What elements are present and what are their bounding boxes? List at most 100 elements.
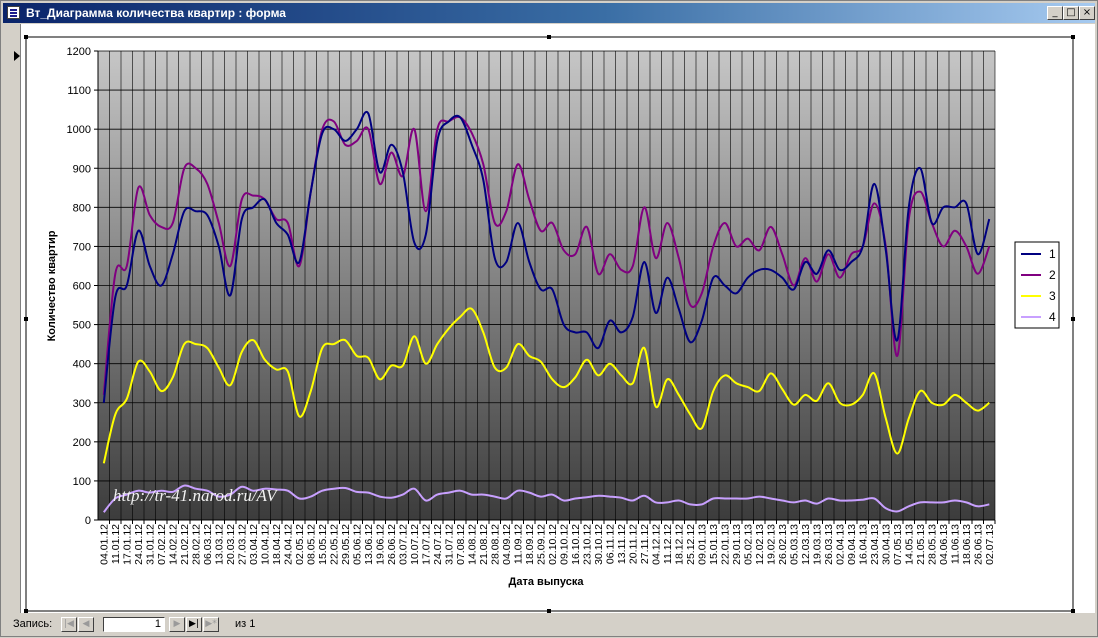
gridlines xyxy=(97,50,996,521)
y-tick-label: 800 xyxy=(73,202,91,214)
x-axis-label: Дата выпуска xyxy=(509,576,585,588)
selection-handle[interactable] xyxy=(24,35,28,39)
of-label: из xyxy=(235,618,247,630)
selection-handle[interactable] xyxy=(547,609,551,613)
title-bar[interactable]: Вт_Диаграмма количества квартир : форма … xyxy=(3,3,1095,23)
x-tick-label: 22.01.13 xyxy=(719,524,731,565)
x-tick-label: 11.01.12 xyxy=(110,524,122,564)
x-tick-label: 12.03.13 xyxy=(800,524,812,565)
y-tick-label: 400 xyxy=(73,359,91,371)
record-total-label: из 1 xyxy=(235,618,255,630)
series-line-3 xyxy=(102,307,990,464)
selection-handle[interactable] xyxy=(24,317,28,321)
x-tick-label: 14.02.12 xyxy=(167,524,179,565)
y-tick-label: 700 xyxy=(73,241,91,253)
x-tick-label: 02.05.12 xyxy=(294,524,306,565)
x-tick-label: 06.03.12 xyxy=(202,524,214,565)
y-tick-label: 100 xyxy=(73,476,91,488)
x-tick-label: 26.06.12 xyxy=(386,524,398,565)
y-tick-label: 500 xyxy=(73,320,91,332)
x-tick-label: 19.02.13 xyxy=(765,524,777,565)
x-tick-label: 19.03.13 xyxy=(811,524,823,565)
x-tick-label: 12.02.13 xyxy=(754,524,766,565)
x-tick-label: 13.06.12 xyxy=(363,524,375,565)
close-button[interactable]: × xyxy=(1079,6,1095,20)
series-line-2 xyxy=(102,115,991,395)
x-tick-label: 29.05.12 xyxy=(340,524,352,565)
x-tick-label: 16.10.12 xyxy=(570,524,582,565)
x-tick-label: 07.08.12 xyxy=(455,524,467,565)
y-tick-label: 600 xyxy=(73,281,91,293)
x-tick-label: 18.12.12 xyxy=(673,524,685,565)
x-tick-label: 17.07.12 xyxy=(420,524,432,565)
x-tick-label: 13.03.12 xyxy=(213,524,225,565)
x-tick-label: 19.06.12 xyxy=(374,524,386,565)
legend-label-4: 4 xyxy=(1049,310,1056,324)
current-record-arrow-icon xyxy=(14,51,20,61)
x-tick-label: 09.10.12 xyxy=(558,524,570,565)
x-tick-label: 04.09.12 xyxy=(501,524,513,565)
legend-box xyxy=(1014,241,1060,329)
y-tick-label: 1200 xyxy=(67,46,91,58)
first-record-button[interactable]: |◀ xyxy=(61,617,77,632)
x-tick-label: 11.12.12 xyxy=(662,524,674,564)
x-tick-label: 27.03.12 xyxy=(236,524,248,565)
x-tick-label: 05.03.13 xyxy=(788,524,800,565)
next-record-button[interactable]: ▶ xyxy=(169,617,185,632)
record-total: 1 xyxy=(249,618,256,630)
x-tick-label: 25.09.12 xyxy=(535,524,547,565)
x-tick-label: 24.07.12 xyxy=(432,524,444,565)
x-tick-label: 21.05.13 xyxy=(915,524,927,565)
legend-label-2: 2 xyxy=(1049,268,1056,282)
x-tick-label: 05.02.13 xyxy=(742,524,754,565)
x-tick-label: 27.11.12 xyxy=(639,524,651,564)
x-tick-label: 30.04.13 xyxy=(880,524,892,565)
y-tick-label: 300 xyxy=(73,398,91,410)
selection-handle[interactable] xyxy=(1071,35,1075,39)
record-number-input[interactable]: 1 xyxy=(103,617,165,632)
window-title: Вт_Диаграмма количества квартир : форма xyxy=(26,6,286,20)
x-tick-label: 06.11.12 xyxy=(604,524,616,564)
x-tick-label: 21.02.12 xyxy=(179,524,191,565)
x-tick-label: 31.01.12 xyxy=(144,524,156,565)
x-tick-label: 08.05.12 xyxy=(305,524,317,565)
selection-handle[interactable] xyxy=(547,35,551,39)
x-tick-label: 18.06.13 xyxy=(961,524,973,565)
selection-handle[interactable] xyxy=(1071,317,1075,321)
y-tick-label: 900 xyxy=(73,163,91,175)
x-tick-label: 02.04.13 xyxy=(834,524,846,565)
x-tick-label: 26.06.13 xyxy=(972,524,984,565)
x-tick-label: 15.01.13 xyxy=(708,524,720,565)
new-record-button[interactable]: ▶* xyxy=(203,617,219,632)
maximize-button[interactable]: □ xyxy=(1063,6,1079,20)
minimize-button[interactable]: _ xyxy=(1047,6,1063,20)
x-tick-label: 18.09.12 xyxy=(524,524,536,565)
x-tick-label: 02.07.13 xyxy=(984,524,996,565)
record-navigation-bar: Запись: |◀ ◀ 1 ▶ ▶| ▶* из 1 xyxy=(3,615,1095,635)
x-tick-label: 23.04.13 xyxy=(869,524,881,565)
x-tick-label: 04.12.12 xyxy=(650,524,662,565)
record-selector[interactable] xyxy=(3,24,21,613)
previous-record-button[interactable]: ◀ xyxy=(78,617,94,632)
x-tick-label: 24.04.12 xyxy=(282,524,294,565)
x-tick-label: 16.04.13 xyxy=(857,524,869,565)
x-tick-label: 04.01.12 xyxy=(98,524,110,565)
selection-handle[interactable] xyxy=(1071,609,1075,613)
watermark-text: http://tr-41.narod.ru/AV xyxy=(113,486,279,505)
x-tick-label: 02.10.12 xyxy=(547,524,559,565)
last-record-button[interactable]: ▶| xyxy=(186,617,202,632)
x-tick-label: 26.03.13 xyxy=(823,524,835,565)
x-tick-label: 07.05.13 xyxy=(892,524,904,565)
form-icon[interactable] xyxy=(7,6,20,19)
y-tick-label: 200 xyxy=(73,437,91,449)
x-tick-label: 15.05.12 xyxy=(317,524,329,565)
x-tick-label: 03.04.12 xyxy=(248,524,260,565)
x-tick-label: 20.03.12 xyxy=(225,524,237,565)
x-tick-label: 22.05.12 xyxy=(328,524,340,565)
x-tick-label: 09.04.13 xyxy=(846,524,858,565)
x-tick-label: 09.01.13 xyxy=(696,524,708,565)
selection-handle[interactable] xyxy=(24,609,28,613)
legend-label-3: 3 xyxy=(1049,289,1056,303)
